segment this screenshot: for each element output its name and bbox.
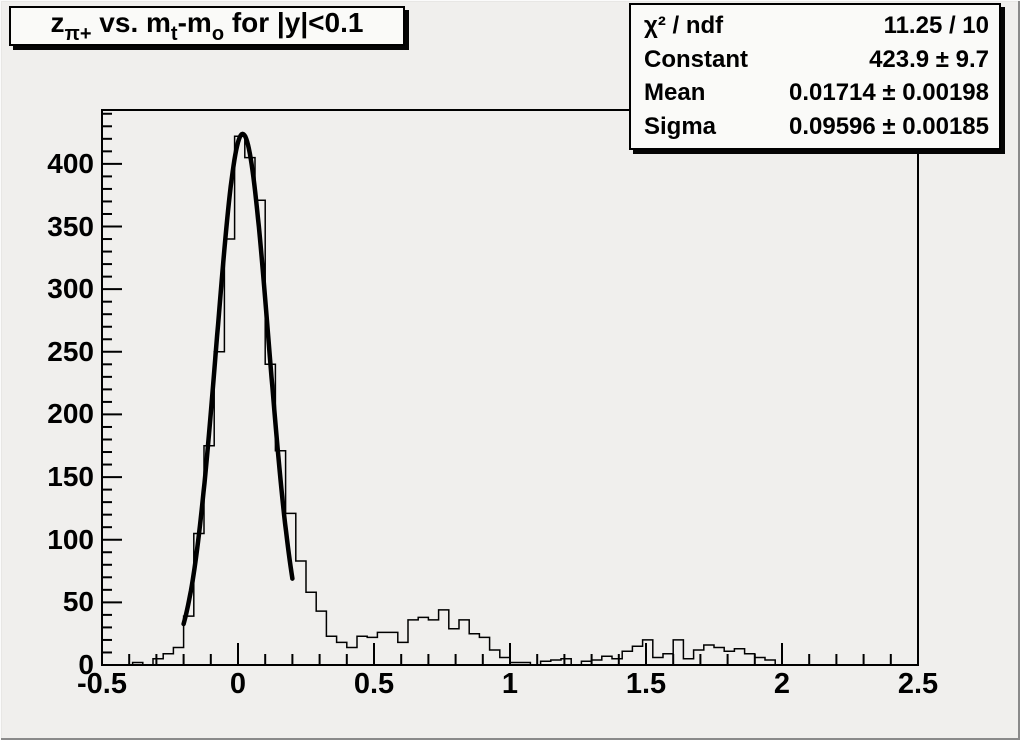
- stat-label: χ² / ndf: [644, 11, 724, 39]
- y-tick-label: 300: [47, 273, 94, 305]
- y-tick-label: 350: [47, 210, 94, 242]
- histogram-title-box[interactable]: zπ+ vs. mt-mo for |y|<0.1: [9, 6, 405, 46]
- x-tick-label: 1: [501, 668, 519, 700]
- gaussian-fit-curve: [181, 131, 295, 627]
- y-tick-label: 0: [78, 649, 94, 680]
- x-tick-label: 2: [773, 668, 791, 700]
- fit-stats-box[interactable]: χ² / ndf 11.25 / 10 Constant 423.9 ± 9.7 Mea…: [629, 3, 1001, 150]
- title-subscript-t: t: [170, 22, 178, 45]
- y-tick-label: 250: [47, 335, 94, 367]
- y-tick-label: 200: [47, 398, 94, 430]
- y-tick-label: 50: [62, 586, 94, 618]
- stat-value: 11.25 / 10: [883, 11, 989, 39]
- stat-label: Constant: [644, 45, 748, 73]
- stat-label: Mean: [644, 79, 706, 107]
- x-tick-label: 0: [229, 668, 247, 700]
- x-tick-label: 1.5: [625, 668, 667, 700]
- stat-row: Sigma 0.09596 ± 0.00185: [631, 112, 999, 142]
- y-tick-label: 400: [47, 147, 94, 179]
- histogram-line: [102, 135, 918, 666]
- stat-label: Sigma: [644, 113, 717, 141]
- title-subscript-o: o: [211, 22, 225, 45]
- title-subscript-pi-plus: π+: [64, 22, 92, 45]
- stat-row: Mean 0.01714 ± 0.00198: [631, 78, 999, 108]
- y-tick-label: 150: [47, 461, 94, 493]
- stat-value: 0.09596 ± 0.00185: [788, 113, 989, 141]
- stat-value: 423.9 ± 9.7: [869, 45, 989, 73]
- stat-row: Constant 423.9 ± 9.7: [631, 45, 999, 75]
- y-tick-label: 100: [47, 523, 94, 555]
- x-tick-label: 0.5: [353, 668, 395, 700]
- x-tick-label: -0.5: [77, 668, 127, 700]
- plot-frame: [101, 109, 919, 666]
- stat-value: 0.01714 ± 0.00198: [788, 79, 989, 107]
- stat-row: χ² / ndf 11.25 / 10: [631, 11, 999, 41]
- axis-ticks: [101, 112, 919, 666]
- title-text: zπ+ vs. mt-mo for |y|<0.1: [50, 6, 364, 45]
- x-tick-label: 2.5: [897, 668, 939, 700]
